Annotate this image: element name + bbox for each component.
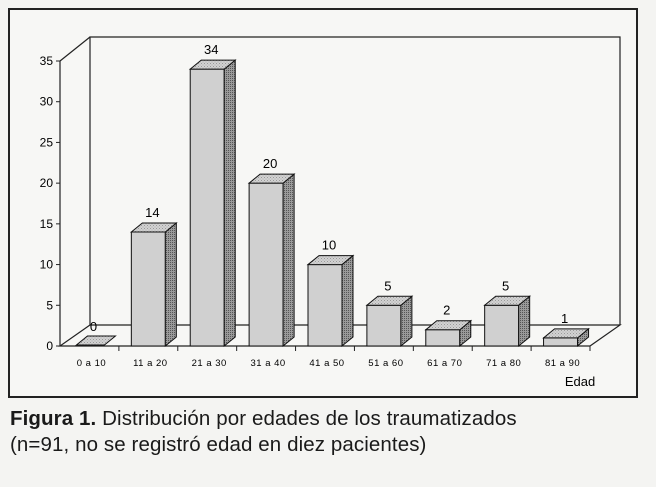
bar-value-label: 2 [443, 303, 450, 318]
bar-top [483, 295, 532, 306]
bar-front [425, 329, 461, 347]
bar-top [188, 59, 237, 70]
y-tick-label: 20 [40, 176, 54, 190]
bar-flat [75, 335, 117, 346]
bar-top [129, 222, 178, 233]
bar-front [248, 182, 284, 347]
x-category-label: 61 a 70 [427, 358, 462, 369]
bar-front [366, 304, 402, 347]
x-category-label: 71 a 80 [486, 358, 521, 369]
bar [129, 221, 178, 348]
bar-value-label: 10 [322, 238, 336, 253]
y-tick-label: 30 [40, 95, 54, 109]
bar-front [189, 68, 225, 347]
bar-front [543, 337, 579, 347]
caption-title: Distribución por edades de los traumatiz… [102, 407, 517, 430]
bar [306, 254, 355, 348]
bar [542, 327, 590, 348]
bar-value-label: 1 [561, 311, 568, 326]
chart-axes [56, 36, 622, 351]
x-category-label: 51 a 60 [368, 358, 403, 369]
bar [424, 319, 473, 348]
y-axis-top-edge [59, 36, 91, 62]
bar-top [542, 328, 590, 339]
bar-value-label: 5 [502, 278, 509, 293]
bar-top [365, 295, 414, 306]
bar-value-label: 14 [145, 205, 159, 220]
caption-figure-label: Figura 1. [10, 407, 97, 430]
back-wall [89, 36, 621, 325]
x-category-label: 21 a 30 [192, 358, 227, 369]
bar-front [484, 304, 520, 347]
x-category-label: 31 a 40 [251, 358, 286, 369]
x-category-label: 41 a 50 [309, 358, 344, 369]
bar [483, 295, 532, 348]
bar [247, 173, 296, 348]
bar-side [341, 254, 354, 348]
bar [188, 59, 237, 348]
x-category-label: 11 a 20 [133, 358, 168, 369]
figure-caption: Figura 1. Distribución por edades de los… [10, 406, 646, 458]
y-tick-label: 0 [46, 339, 53, 353]
y-tick-label: 15 [40, 217, 54, 231]
chart-bars [75, 59, 590, 348]
bar-side [164, 221, 177, 348]
bar-value-label: 5 [384, 278, 391, 293]
bar-top [424, 320, 473, 331]
y-tick-label: 25 [40, 135, 54, 149]
bar-front [307, 264, 343, 347]
y-tick-label: 10 [40, 258, 54, 272]
bar-value-label: 20 [263, 156, 277, 171]
x-category-label: 0 a 10 [77, 358, 106, 369]
x-category-label: 81 a 90 [545, 358, 580, 369]
bar-front [130, 231, 166, 347]
y-tick-label: 35 [40, 54, 54, 68]
bar-value-label: 34 [204, 42, 218, 57]
bar-side [223, 59, 236, 348]
bar-top [247, 173, 296, 184]
caption-line-2: (n=91, no se registró edad en diez pacie… [10, 433, 427, 456]
caption-line-1: Figura 1. Distribución por edades de los… [10, 406, 646, 432]
bar-side [282, 173, 295, 348]
y-tick-label: 5 [46, 298, 53, 312]
bar-top [306, 255, 355, 266]
bar [75, 335, 117, 346]
bar-value-label: 0 [90, 319, 97, 334]
bar [365, 295, 414, 348]
x-axis-title: Edad [565, 374, 595, 389]
